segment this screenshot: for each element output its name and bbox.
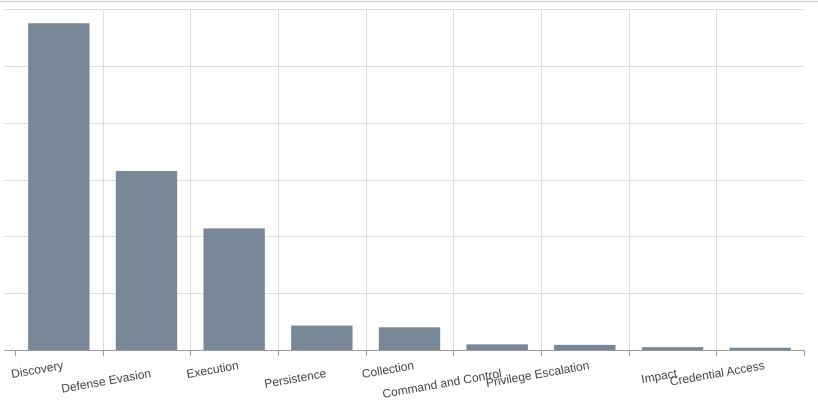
x-tick-label: Execution	[185, 358, 239, 381]
bar	[378, 327, 441, 350]
x-tick-label: Defense Evasion	[60, 366, 152, 396]
bar	[641, 347, 704, 350]
bar	[466, 344, 528, 350]
x-tick-label: Persistence	[263, 366, 327, 391]
bar	[291, 325, 353, 350]
bar	[729, 347, 791, 350]
bar	[203, 228, 265, 350]
x-tick-label: Credential Access	[669, 358, 766, 388]
bar	[115, 170, 178, 350]
bar	[28, 23, 90, 350]
x-ticks	[15, 350, 805, 356]
x-tick-label: Privilege Escalation	[485, 358, 591, 390]
x-tick-label: Discovery	[10, 358, 64, 381]
bars	[28, 23, 791, 350]
x-tick-label: Collection	[361, 358, 415, 381]
bar	[554, 344, 616, 350]
x-tick-label: Impact	[640, 366, 679, 386]
